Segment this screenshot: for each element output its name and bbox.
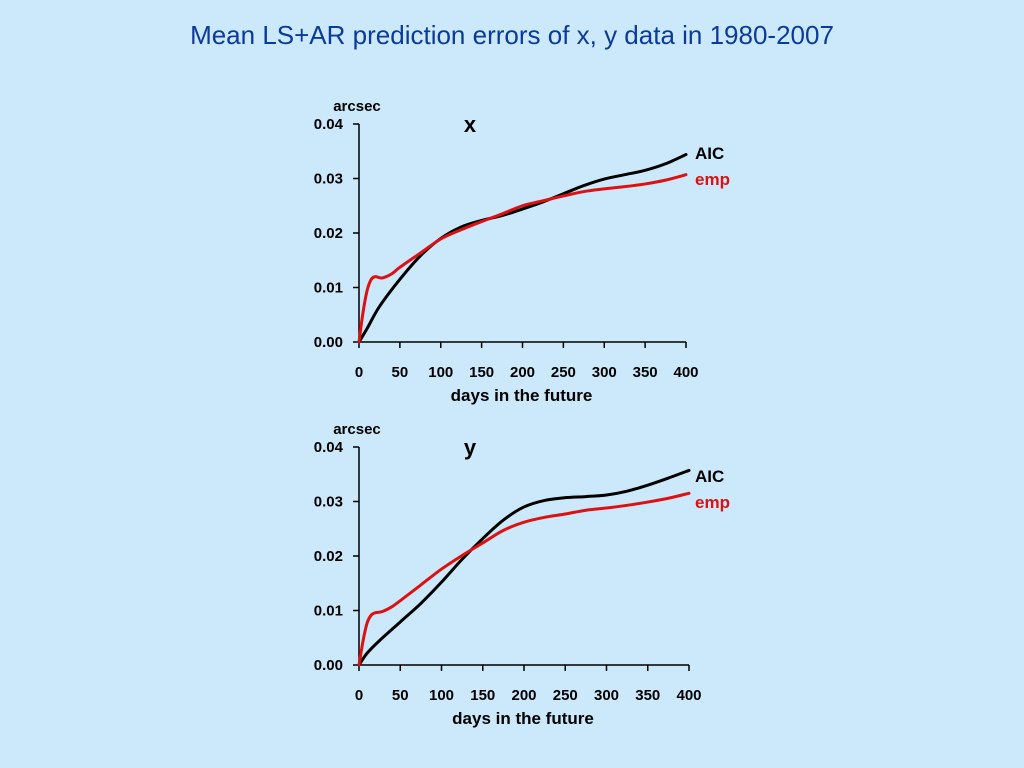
y-tick-label: 0.01 xyxy=(314,280,343,297)
x-tick-label: 350 xyxy=(633,364,658,381)
y-tick-label: 0.03 xyxy=(314,494,343,511)
y-unit-label: arcsec xyxy=(333,98,381,115)
x-tick-label: 100 xyxy=(428,364,453,381)
y-tick-label: 0.02 xyxy=(314,225,343,242)
legend-label-aic: AIC xyxy=(695,467,724,486)
x-tick-label: 300 xyxy=(592,364,617,381)
x-axis-title: days in the future xyxy=(451,386,593,405)
x-tick-label: 200 xyxy=(511,687,536,704)
x-tick-label: 0 xyxy=(355,687,363,704)
legend-label-emp: emp xyxy=(695,493,730,512)
series-line-aic xyxy=(357,468,691,667)
series-line-aic xyxy=(357,153,688,344)
x-tick-label: 250 xyxy=(551,364,576,381)
x-tick-label: 0 xyxy=(355,364,363,381)
y-tick-label: 0.04 xyxy=(314,116,344,133)
y-tick-label: 0.01 xyxy=(314,603,343,620)
x-tick-label: 400 xyxy=(673,364,698,381)
x-tick-label: 300 xyxy=(594,687,619,704)
chart-panel-x: 0.00 0.01 0.02 0.03 0.04 0 50 100 150 200 250 300 35… xyxy=(314,98,730,405)
y-unit-label: arcsec xyxy=(333,421,381,438)
x-tick-label: 350 xyxy=(635,687,660,704)
y-tick-label: 0.02 xyxy=(314,548,343,565)
x-axis-title: days in the future xyxy=(452,709,594,728)
x-tick-label: 250 xyxy=(553,687,578,704)
x-tick-label: 200 xyxy=(510,364,535,381)
x-tick-label: 150 xyxy=(469,364,494,381)
legend-label-emp: emp xyxy=(695,170,730,189)
slide-title: Mean LS+AR prediction errors of x, y dat… xyxy=(190,20,834,50)
panel-title: y xyxy=(464,435,477,460)
x-tick-label: 150 xyxy=(470,687,495,704)
series-line-emp xyxy=(357,173,688,344)
panel-title: x xyxy=(464,112,477,137)
x-tick-label: 400 xyxy=(676,687,701,704)
y-tick-label: 0.04 xyxy=(314,439,344,456)
y-tick-label: 0.00 xyxy=(314,334,343,351)
chart-panel-y: 0.00 0.01 0.02 0.03 0.04 0 50 100 150 200 250 300 35… xyxy=(314,421,730,728)
legend-label-aic: AIC xyxy=(695,144,724,163)
x-tick-label: 50 xyxy=(392,364,409,381)
series-line-emp xyxy=(357,491,691,667)
x-tick-label: 100 xyxy=(429,687,454,704)
y-tick-label: 0.03 xyxy=(314,171,343,188)
x-tick-label: 50 xyxy=(392,687,409,704)
y-tick-label: 0.00 xyxy=(314,657,343,674)
